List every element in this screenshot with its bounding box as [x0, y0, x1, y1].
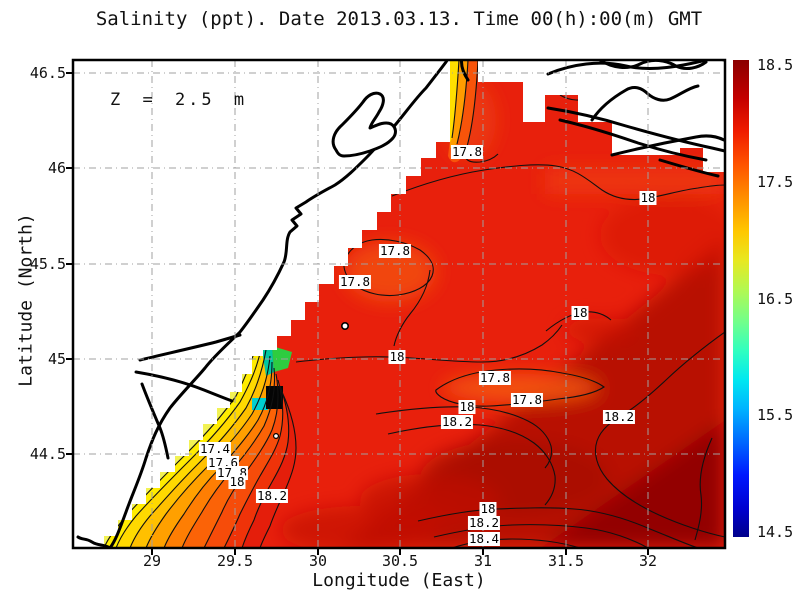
contour-label: 17.8: [450, 144, 484, 159]
y-tick-label: 45.5: [29, 255, 66, 273]
colorbar-tick-label: 17.5: [757, 173, 794, 191]
x-tick-label: 29: [142, 552, 162, 570]
x-tick-label: 30.5: [381, 552, 419, 570]
contour-label: 18.2: [467, 515, 501, 530]
contour-label: 18: [479, 501, 497, 516]
contour-label: 18: [388, 349, 406, 364]
contour-label: 17.4: [198, 441, 232, 456]
y-tick-label: 46.5: [29, 64, 66, 82]
contour-label: 17.8: [338, 274, 372, 289]
contour-label: 17.8: [478, 370, 512, 385]
small-contour-ring: [273, 433, 280, 440]
colorbar-tick-label: 18.5: [757, 56, 794, 74]
contour-label: 18.2: [440, 414, 474, 429]
axis-ticks: [66, 72, 649, 555]
x-tick-label: 32: [638, 552, 658, 570]
colorbar-tick-label: 16.5: [757, 290, 794, 308]
contour-label: 17.8: [510, 392, 544, 407]
sea-field: [73, 60, 725, 548]
station-marker: [340, 321, 349, 330]
colorbar-tick-label: 14.5: [757, 523, 794, 541]
colorbar-tick-label: 15.5: [757, 406, 794, 424]
coastline: [76, 60, 725, 548]
contour-label: 18: [228, 474, 246, 489]
y-tick-label: 45: [47, 350, 66, 368]
contour-label: 18.2: [255, 488, 289, 503]
y-tick-label: 46: [47, 159, 66, 177]
x-tick-label: 29.5: [216, 552, 254, 570]
contour-label: 17.8: [378, 243, 412, 258]
contour-label: 18.4: [467, 531, 501, 546]
y-tick-label: 44.5: [29, 445, 66, 463]
contour-label: 18: [571, 305, 589, 320]
depth-annotation: Z = 2.5 m: [110, 90, 248, 110]
plume-dark-cell: [266, 386, 283, 409]
x-tick-label: 30: [308, 552, 328, 570]
x-tick-label: 31: [473, 552, 493, 570]
x-tick-label: 31.5: [547, 552, 585, 570]
x-axis-label: Longitude (East): [312, 570, 486, 591]
contour-lines: [103, 60, 725, 548]
contour-label: 18: [458, 399, 476, 414]
plot-title: Salinity (ppt). Date 2013.03.13. Time 00…: [95, 8, 703, 30]
contour-label: 18.2: [602, 409, 636, 424]
contour-label: 18: [639, 190, 657, 205]
colorbar-gradient: [733, 60, 749, 537]
